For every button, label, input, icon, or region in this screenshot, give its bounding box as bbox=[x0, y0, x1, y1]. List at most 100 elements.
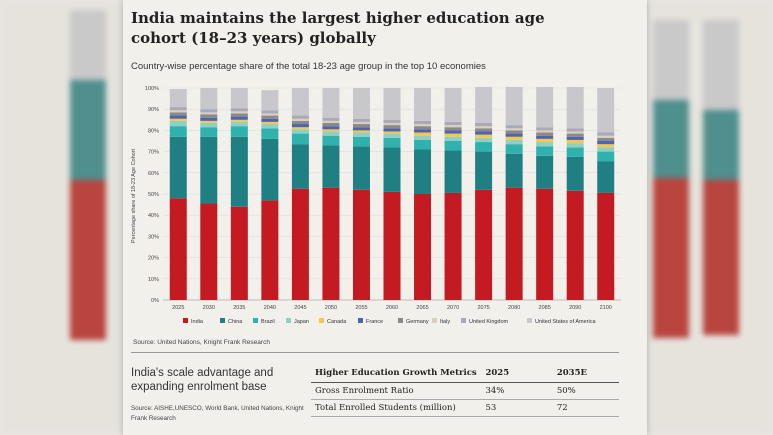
bar-segment bbox=[444, 88, 462, 122]
table-cell: 50% bbox=[552, 382, 619, 400]
legend-swatch bbox=[183, 318, 188, 323]
bar-segment bbox=[352, 146, 370, 190]
bar-segment bbox=[597, 192, 615, 300]
bar-segment bbox=[261, 113, 279, 116]
bar-segment bbox=[383, 125, 401, 129]
bar-segment bbox=[444, 141, 462, 151]
bar-segment bbox=[322, 117, 340, 121]
bar-segment bbox=[414, 120, 432, 125]
bar-segment bbox=[291, 118, 309, 121]
bar-segment bbox=[566, 143, 584, 148]
legend-entry: Canada bbox=[327, 319, 347, 325]
bar-segment bbox=[444, 130, 462, 134]
x-tick-label: 2070 bbox=[447, 305, 459, 311]
legend-swatch bbox=[220, 318, 225, 323]
bar-segment bbox=[200, 127, 218, 137]
legend-entry: Japan bbox=[294, 319, 309, 325]
bar-segment bbox=[597, 88, 615, 133]
blurred-bar bbox=[703, 20, 739, 110]
x-tick-label: 2055 bbox=[355, 305, 367, 311]
bar-segment bbox=[200, 88, 218, 110]
legend-swatch bbox=[432, 318, 437, 323]
bar-segment bbox=[200, 122, 218, 128]
bar-segment bbox=[505, 133, 523, 137]
bar-segment bbox=[230, 136, 248, 207]
bar-segment bbox=[536, 135, 554, 139]
bar-segment bbox=[597, 141, 615, 145]
blurred-bar bbox=[70, 10, 106, 80]
bar-segment bbox=[352, 124, 370, 128]
bar-segment bbox=[261, 115, 279, 119]
growth-metrics-table: Higher Education Growth Metrics 2025 203… bbox=[311, 364, 619, 417]
y-tick-label: 20% bbox=[148, 256, 159, 262]
bar-segment bbox=[597, 135, 615, 138]
bar-segment bbox=[230, 206, 248, 300]
bar-segment bbox=[475, 122, 493, 127]
bar-segment bbox=[597, 137, 615, 141]
bar-segment bbox=[291, 133, 309, 145]
bar-segment bbox=[444, 133, 462, 137]
y-tick-label: 90% bbox=[148, 107, 159, 113]
bar-segment bbox=[536, 130, 554, 133]
bar-segment bbox=[444, 125, 462, 128]
bar-segment bbox=[322, 145, 340, 188]
x-tick-label: 2050 bbox=[325, 305, 337, 311]
bar-segment bbox=[291, 115, 309, 119]
scale-title: India's scale advantage and expanding en… bbox=[131, 367, 274, 393]
table-cell: Total Enrolled Students (million) bbox=[311, 399, 482, 417]
chart-source: Source: United Nations, Knight Frank Res… bbox=[133, 339, 270, 346]
legend-entry: France bbox=[366, 319, 383, 325]
bar-segment bbox=[352, 88, 370, 119]
bar-segment bbox=[536, 127, 554, 131]
bar-segment bbox=[475, 128, 493, 132]
bar-segment bbox=[230, 119, 248, 122]
bar-segment bbox=[505, 139, 523, 145]
bar-segment bbox=[261, 118, 279, 122]
headline: India maintains the largest higher educa… bbox=[131, 9, 545, 47]
bar-segment bbox=[200, 109, 218, 113]
bar-segment bbox=[566, 139, 584, 144]
chart-subtitle: Country-wise percentage share of the tot… bbox=[131, 61, 486, 72]
y-tick-label: 10% bbox=[148, 277, 159, 283]
bar-segment bbox=[169, 198, 187, 300]
y-tick-label: 40% bbox=[148, 213, 159, 219]
legend-entry: China bbox=[228, 319, 243, 325]
bar-segment bbox=[597, 151, 615, 162]
bar-segment bbox=[352, 132, 370, 137]
table-cell: 72 bbox=[552, 399, 619, 417]
bar-segment bbox=[597, 132, 615, 136]
y-tick-label: 50% bbox=[148, 192, 159, 198]
bar-segment bbox=[169, 89, 187, 108]
bar-segment bbox=[475, 134, 493, 138]
bar-segment bbox=[200, 112, 218, 115]
x-tick-label: 2060 bbox=[386, 305, 398, 311]
legend-entry: United States of America bbox=[535, 319, 596, 325]
bar-segment bbox=[261, 128, 279, 139]
bar-segment bbox=[322, 126, 340, 130]
bar-segment bbox=[322, 129, 340, 132]
bar-segment bbox=[505, 187, 523, 300]
bar-segment bbox=[200, 120, 218, 123]
stacked-bar-chart: 0% 10% 20% 30% 40% 50% 60% 70% 80% 90% 100% 2025 20… bbox=[131, 86, 621, 325]
bar-segment bbox=[291, 124, 309, 128]
x-tick-label: 2065 bbox=[416, 305, 428, 311]
legend-entry: Germany bbox=[406, 319, 429, 325]
legend-entry: Brazil bbox=[261, 319, 275, 325]
bar-segment bbox=[414, 126, 432, 130]
bar-segment bbox=[230, 126, 248, 137]
bar-segment bbox=[352, 130, 370, 133]
bar-segment bbox=[169, 112, 187, 116]
table-header-metric: Higher Education Growth Metrics bbox=[311, 364, 482, 383]
blurred-bar bbox=[653, 20, 689, 100]
bar-segment bbox=[230, 116, 248, 120]
legend-swatch bbox=[253, 318, 258, 323]
legend-swatch bbox=[461, 318, 466, 323]
legend-entry: Italy bbox=[440, 319, 450, 325]
x-tick-label: 2025 bbox=[172, 305, 184, 311]
bar-segment bbox=[414, 135, 432, 140]
bar-segment bbox=[536, 188, 554, 300]
bar-segment bbox=[444, 192, 462, 300]
bar-segment bbox=[383, 119, 401, 123]
table-cell: 34% bbox=[481, 382, 553, 400]
legend-swatch bbox=[527, 318, 532, 323]
